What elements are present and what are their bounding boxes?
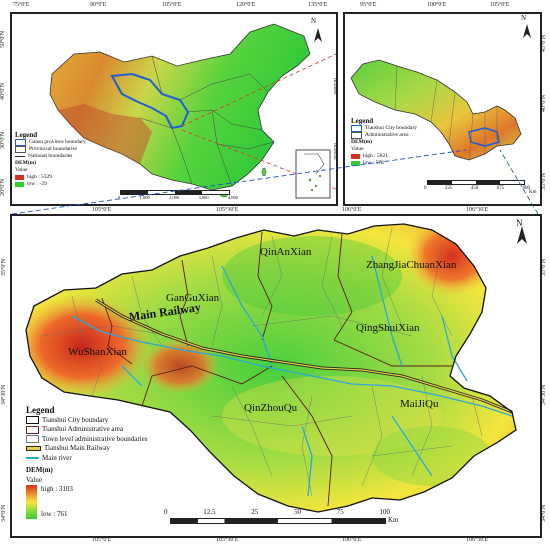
legend-title: Legend	[15, 131, 38, 139]
administrative-areas	[101, 231, 452, 507]
legend-title: Legend	[26, 405, 55, 415]
china-legend: Legend Gansu province boundary Provincia…	[15, 132, 86, 188]
dem-low: low : -29	[27, 181, 47, 187]
place-label-gangu: GanGuXian	[166, 292, 220, 304]
place-label-maiji: MaiJiQu	[400, 398, 439, 410]
legend-item: Town level administrative boundaries	[26, 435, 147, 445]
north-label: N	[311, 17, 317, 25]
scale-labels: 0 225 450 675 900	[424, 186, 530, 191]
scale-bar	[170, 518, 386, 524]
lon-tick: 105°0′E	[490, 2, 510, 8]
main-rivers	[71, 255, 513, 497]
legend-item: Provincial boundaries	[15, 146, 86, 153]
dem-value-label: Value	[26, 475, 42, 484]
lon-tick: 105°0′E	[92, 207, 112, 213]
place-label-zhangjiachuan: ZhangJiaChuanXian	[366, 259, 457, 271]
place-label-qinan: QinAnXian	[260, 246, 312, 258]
gansu-dem-map	[350, 24, 531, 161]
legend-title: Legend	[351, 117, 374, 125]
legend-item: Tianshui City boundary	[26, 416, 147, 426]
lon-tick: 120°0′E	[236, 2, 256, 8]
lon-tick: 90°0′E	[90, 2, 107, 8]
lon-tick: 105°30′E	[216, 207, 239, 213]
lon-tick: 135°0′E	[308, 2, 328, 8]
scale-labels: 0 1,000 2,000 3,000 4,000	[118, 195, 238, 200]
lon-tick: 75°0′E	[13, 2, 30, 8]
tianshui-legend: Legend Tianshui City boundary Tianshui A…	[26, 405, 147, 519]
legend-item: National boundaries	[15, 153, 86, 160]
north-arrow	[523, 24, 531, 38]
gansu-landmass	[350, 59, 522, 161]
north-arrow	[517, 226, 527, 244]
legend-item: Main river	[26, 454, 147, 464]
lon-tick: 106°0′E	[342, 207, 362, 213]
lat-tick: 34°0′N	[1, 504, 7, 522]
lon-tick: 106°0′E	[342, 537, 362, 543]
legend-item: Administrative area	[351, 132, 417, 139]
scale-unit: Km	[388, 516, 399, 524]
dem-low: low : 761	[41, 509, 68, 518]
tianshui-dem-map	[25, 223, 527, 513]
city-boundary	[25, 223, 517, 513]
dem-title: DEM(m)	[15, 160, 37, 166]
lat-tick: 35°0′N	[1, 258, 7, 276]
dem-value-label: Value	[351, 146, 364, 152]
china-dem-map	[49, 23, 336, 199]
north-label: N	[521, 14, 527, 22]
lat-tick: 34°30′N	[1, 384, 7, 405]
legend-item: Tianshui Main Railway	[26, 444, 147, 454]
main-railway	[95, 298, 513, 414]
connector-lines	[11, 149, 539, 215]
high-relief-west	[26, 294, 152, 398]
north-arrow	[314, 28, 322, 42]
lon-tick: 105°0′E	[92, 537, 112, 543]
provincial-boundaries	[139, 55, 275, 187]
lon-tick: 106°30′E	[466, 207, 489, 213]
administrative-areas	[394, 65, 498, 161]
lon-tick: 100°0′E	[427, 2, 447, 8]
tianshui-map-frame: N QinAnXian ZhangJiaChuanXian GanGuXian …	[10, 214, 542, 538]
town-boundaries	[41, 227, 483, 497]
dem-title: DEM(m)	[26, 466, 53, 474]
dem-title: DEM(m)	[351, 139, 373, 145]
plateau-shade	[58, 104, 152, 164]
scale-labels: 0 12.5 25 50 75 100	[164, 508, 390, 516]
place-label-qingshui: QingShuiXian	[356, 322, 420, 334]
dem-value-label: Value	[15, 167, 28, 173]
dem-high: high : 3103	[41, 485, 73, 493]
scale-bar	[120, 190, 230, 195]
place-label-wushan: WuShanXian	[68, 346, 127, 358]
china-map-frame: N Legend Gansu province boundary Provinc…	[10, 12, 338, 206]
lon-tick: 95°0′E	[360, 2, 377, 8]
lon-tick: 105°30′E	[216, 537, 239, 543]
lon-tick: 105°0′E	[162, 2, 182, 8]
legend-item: Tianshui City boundary	[351, 125, 417, 132]
dem-high: high : 5821	[363, 153, 389, 159]
legend-item: Tianshui Administrative area	[26, 425, 147, 435]
legend-item: Gansu province boundary	[15, 139, 86, 146]
dem-high: high : 5329	[27, 174, 53, 180]
place-label-qinzhou: QinZhouQu	[244, 402, 298, 414]
scale-unit: Km	[529, 190, 537, 195]
dem-color-ramp	[26, 485, 37, 519]
lon-tick: 106°30′E	[466, 537, 489, 543]
scale-bar	[427, 180, 525, 185]
north-label: N	[516, 218, 523, 228]
